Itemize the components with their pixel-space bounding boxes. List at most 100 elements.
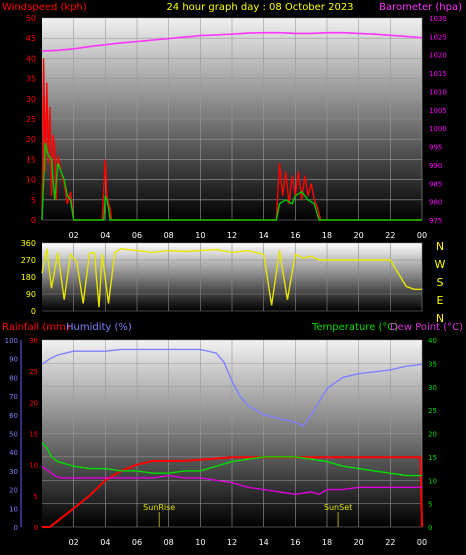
compass-label: N bbox=[436, 240, 444, 253]
time-tick-label: 10 bbox=[195, 231, 205, 240]
barometer-axis-label: Barometer (hpa) bbox=[379, 2, 462, 13]
humidity-tick-label: 70 bbox=[9, 393, 18, 401]
dewpoint-axis-label: Dew Point (°C) bbox=[390, 322, 463, 333]
direction-plot-grid bbox=[42, 242, 423, 312]
climate-time-axis: 02 04 06 08 10 12 14 16 18 20 22 00 bbox=[69, 538, 428, 547]
windspeed-tick-label: 40 bbox=[26, 54, 36, 63]
wind-time-axis: 02 04 06 08 10 12 14 16 18 20 22 00 bbox=[69, 231, 428, 240]
direction-tick-label: 270 bbox=[21, 256, 36, 265]
humidity-tick-label: 100 bbox=[5, 337, 18, 345]
windspeed-tick-label: 5 bbox=[31, 196, 36, 205]
time-tick-label: 06 bbox=[132, 538, 142, 547]
time-tick-label: 06 bbox=[132, 231, 142, 240]
humidity-axis: 0 10 20 30 40 50 60 70 80 90 100 bbox=[5, 337, 22, 532]
barometer-tick-label: 980 bbox=[429, 199, 442, 207]
windspeed-tick-label: 10 bbox=[26, 176, 36, 185]
wind-line bbox=[41, 143, 422, 221]
time-tick-label: 00 bbox=[417, 231, 427, 240]
barometer-axis: 975 980 985 990 995 1000 1005 1010 1015 1020 1025 1… bbox=[429, 15, 447, 225]
humidity-tick-label: 0 bbox=[14, 524, 18, 532]
time-tick-label: 18 bbox=[322, 538, 332, 547]
temperature-tick-label: 35 bbox=[428, 360, 437, 368]
humidity-tick-label: 30 bbox=[9, 468, 18, 476]
temperature-tick-label: 5 bbox=[428, 501, 432, 509]
wind-plot-grid bbox=[42, 17, 423, 221]
compass-label: N bbox=[436, 312, 444, 325]
temperature-tick-label: 15 bbox=[428, 454, 437, 462]
barometer-tick-label: 1015 bbox=[429, 70, 447, 78]
windspeed-tick-label: 45 bbox=[26, 34, 36, 43]
sun-annotations: SunRise SunSet bbox=[143, 503, 352, 527]
windspeed-tick-label: 50 bbox=[26, 14, 36, 23]
time-tick-label: 18 bbox=[322, 231, 332, 240]
humidity-tick-label: 90 bbox=[9, 356, 18, 364]
humidity-tick-label: 10 bbox=[9, 505, 18, 513]
windspeed-tick-label: 20 bbox=[26, 135, 36, 144]
time-tick-label: 12 bbox=[227, 538, 237, 547]
time-tick-label: 14 bbox=[259, 231, 269, 240]
time-tick-label: 02 bbox=[69, 538, 79, 547]
direction-tick-label: 180 bbox=[21, 273, 36, 282]
direction-axis: 0 90 180 270 360 bbox=[21, 239, 36, 316]
temperature-tick-label: 25 bbox=[428, 407, 437, 415]
direction-series bbox=[41, 247, 422, 308]
sun-label: SunRise bbox=[143, 503, 175, 512]
temperature-tick-label: 30 bbox=[428, 384, 437, 392]
rainfall-axis: 0 5 10 15 20 25 30 bbox=[29, 337, 38, 532]
time-tick-label: 04 bbox=[100, 231, 110, 240]
time-tick-label: 08 bbox=[164, 231, 174, 240]
rainfall-tick-label: 15 bbox=[29, 431, 38, 439]
time-tick-label: 16 bbox=[290, 538, 300, 547]
time-tick-label: 14 bbox=[259, 538, 269, 547]
humidity-line bbox=[41, 348, 423, 427]
rainfall-tick-label: 25 bbox=[29, 368, 38, 376]
rainfall-tick-label: 30 bbox=[29, 337, 38, 345]
windspeed-tick-label: 30 bbox=[26, 95, 36, 104]
time-tick-label: 20 bbox=[354, 538, 364, 547]
time-tick-label: 10 bbox=[195, 538, 205, 547]
time-tick-label: 22 bbox=[385, 231, 395, 240]
time-tick-label: 04 bbox=[100, 538, 110, 547]
barometer-tick-label: 990 bbox=[429, 162, 442, 170]
wind-series bbox=[41, 31, 423, 221]
time-tick-label: 02 bbox=[69, 231, 79, 240]
rainfall-tick-label: 20 bbox=[29, 399, 38, 407]
barometer-tick-label: 1000 bbox=[429, 125, 447, 133]
temperature-tick-label: 0 bbox=[428, 524, 432, 532]
barometer-tick-label: 975 bbox=[429, 217, 442, 225]
time-tick-label: 20 bbox=[354, 231, 364, 240]
windspeed-tick-label: 25 bbox=[26, 115, 36, 124]
sun-label: SunSet bbox=[324, 503, 352, 512]
barometer-line bbox=[41, 31, 423, 52]
rainfall-tick-label: 0 bbox=[34, 524, 38, 532]
dew-point-line bbox=[41, 465, 422, 496]
temperature-axis-label: Temperature (°C) bbox=[311, 322, 398, 333]
compass-label: S bbox=[437, 276, 444, 289]
barometer-tick-label: 1005 bbox=[429, 107, 447, 115]
compass-label: W bbox=[435, 258, 446, 271]
time-tick-label: 00 bbox=[417, 538, 427, 547]
climate-plot-grid bbox=[42, 339, 423, 528]
windspeed-tick-label: 15 bbox=[26, 155, 36, 164]
barometer-tick-label: 1020 bbox=[429, 52, 447, 60]
temperature-axis: 0 5 10 15 20 25 30 35 40 bbox=[428, 337, 437, 532]
direction-tick-label: 0 bbox=[31, 307, 36, 316]
barometer-tick-label: 1030 bbox=[429, 15, 447, 23]
compass-label: E bbox=[437, 294, 444, 307]
rainfall-axis-label: Rainfall (mm) bbox=[2, 322, 70, 333]
time-tick-label: 12 bbox=[227, 231, 237, 240]
barometer-tick-label: 1010 bbox=[429, 88, 447, 96]
temperature-tick-label: 10 bbox=[428, 477, 437, 485]
direction-line bbox=[41, 247, 422, 308]
barometer-tick-label: 995 bbox=[429, 144, 442, 152]
humidity-tick-label: 20 bbox=[9, 487, 18, 495]
climate-series bbox=[41, 348, 423, 528]
humidity-tick-label: 40 bbox=[9, 449, 18, 457]
barometer-tick-label: 985 bbox=[429, 180, 442, 188]
rainfall-tick-label: 5 bbox=[34, 493, 38, 501]
temperature-line bbox=[41, 442, 422, 477]
barometer-tick-label: 1025 bbox=[429, 33, 447, 41]
temperature-tick-label: 40 bbox=[428, 337, 437, 345]
